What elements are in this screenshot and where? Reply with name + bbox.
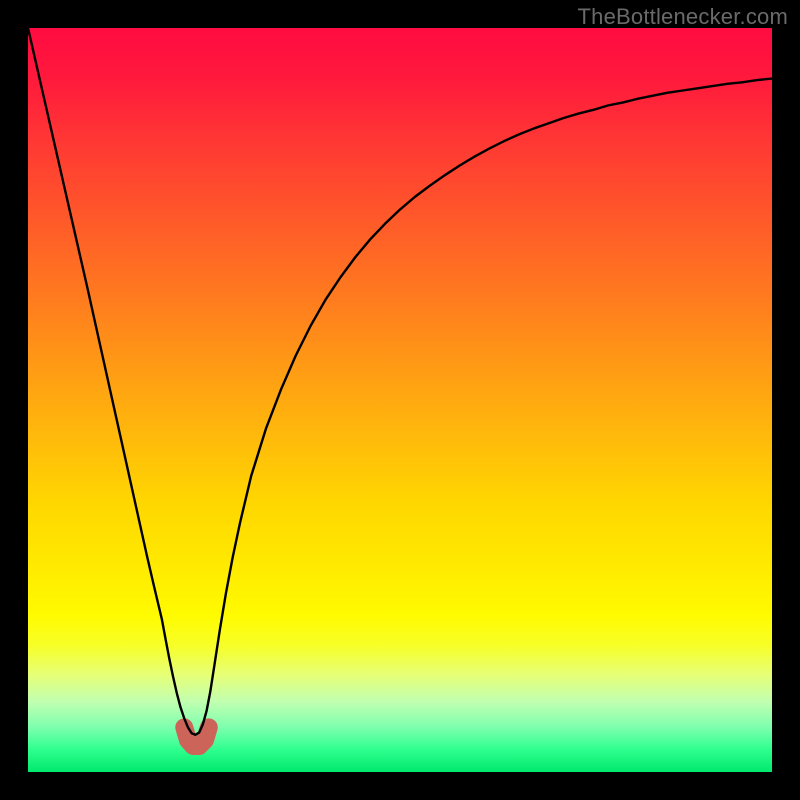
watermark-text: TheBottlenecker.com: [578, 4, 788, 30]
chart-svg: [0, 0, 800, 800]
chart-container: TheBottlenecker.com: [0, 0, 800, 800]
chart-plot-area: [28, 28, 772, 772]
chart-svg-wrap: [0, 0, 800, 800]
